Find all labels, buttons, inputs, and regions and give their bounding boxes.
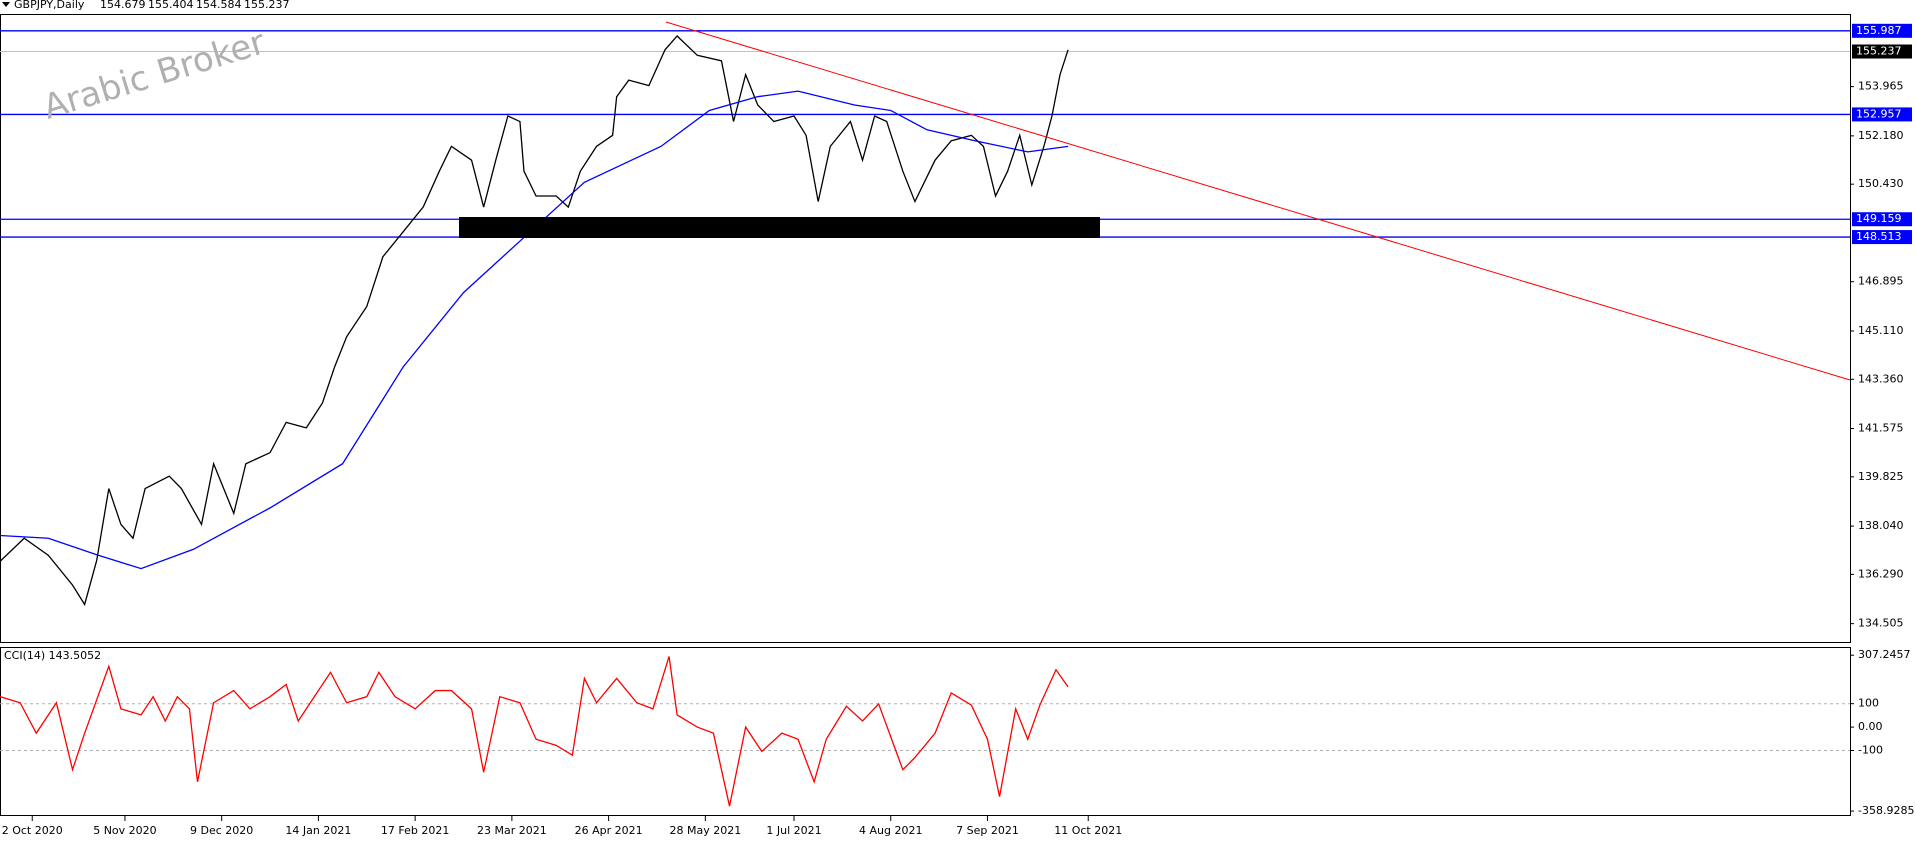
y-tick-label: 153.965 (1858, 80, 1904, 93)
x-tick-label: 9 Dec 2020 (190, 824, 253, 837)
cci-panel-frame (0, 647, 1851, 816)
cci-title: CCI(14) 143.5052 (4, 649, 101, 662)
level-label-box (1852, 107, 1912, 122)
y-tick-label: -358.9285 (1858, 804, 1914, 817)
trend-line (665, 21, 1851, 381)
x-tick-label: 7 Sep 2021 (956, 824, 1019, 837)
symbol-title: GBPJPY,Daily (14, 0, 85, 11)
series-line (0, 656, 1069, 807)
ohlc-value: 154.584 (196, 0, 242, 11)
support-zone (459, 217, 1100, 238)
y-tick-label: 0.00 (1858, 720, 1883, 733)
y-tick-label: 143.360 (1858, 372, 1904, 385)
ohlc-value: 155.404 (148, 0, 194, 11)
y-tick-label: 136.290 (1858, 567, 1904, 580)
x-tick-label: 5 Nov 2020 (93, 824, 156, 837)
y-tick-label: 100 (1858, 697, 1879, 710)
ohlc-value: 155.237 (244, 0, 290, 11)
x-tick-label: 17 Feb 2021 (381, 824, 449, 837)
series-line (0, 35, 1069, 607)
level-label: 148.513 (1856, 230, 1902, 243)
ohlc-value: 154.679 (100, 0, 146, 11)
y-tick-label: 307.2457 (1858, 648, 1911, 661)
y-tick-label: 141.575 (1858, 422, 1904, 435)
level-label-box (1852, 212, 1912, 227)
current-price-box (1852, 44, 1912, 59)
x-tick-label: 26 Apr 2021 (575, 824, 643, 837)
y-tick-label: 146.895 (1858, 275, 1904, 288)
y-tick-label: 134.505 (1858, 617, 1904, 630)
x-tick-label: 23 Mar 2021 (477, 824, 547, 837)
x-tick-label: 1 Jul 2021 (766, 824, 821, 837)
y-tick-label: 138.040 (1858, 519, 1904, 532)
level-label-box (1852, 230, 1912, 245)
menu-arrow[interactable] (2, 2, 10, 7)
x-tick-label: 11 Oct 2021 (1054, 824, 1122, 837)
level-label-box (1852, 23, 1912, 38)
x-tick-label: 2 Oct 2020 (2, 824, 63, 837)
level-label: 152.957 (1856, 107, 1902, 120)
current-price-label: 155.237 (1856, 45, 1902, 58)
level-label: 155.987 (1856, 24, 1902, 37)
x-tick-label: 4 Aug 2021 (859, 824, 922, 837)
ohlc-values: 154.679 155.404 154.584 155.237 (100, 0, 290, 11)
price-panel-frame (0, 14, 1851, 643)
series-line (0, 90, 1069, 570)
level-label: 149.159 (1856, 212, 1902, 225)
y-tick-label: 145.110 (1858, 324, 1904, 337)
y-tick-label: 139.825 (1858, 470, 1904, 483)
y-tick-label: 150.430 (1858, 177, 1904, 190)
y-tick-label: 152.180 (1858, 129, 1904, 142)
x-tick-label: 28 May 2021 (669, 824, 741, 837)
y-tick-label: -100 (1858, 743, 1883, 756)
x-tick-label: 14 Jan 2021 (285, 824, 351, 837)
